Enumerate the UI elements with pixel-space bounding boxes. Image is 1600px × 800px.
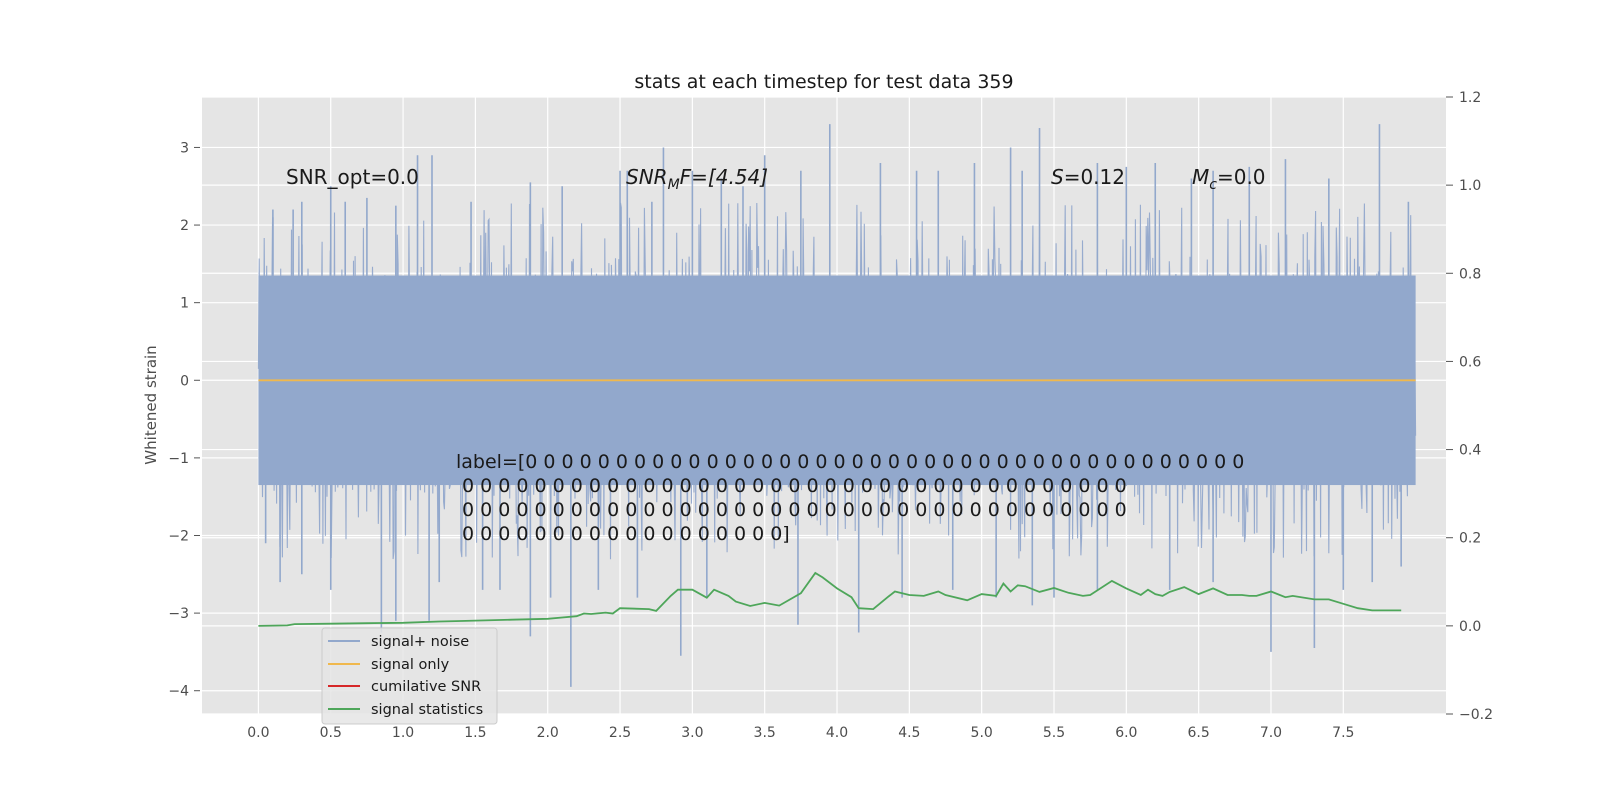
x-tick-label: 4.0 bbox=[826, 725, 848, 741]
y2-tick-label: 0.0 bbox=[1459, 619, 1481, 635]
y-tick-label: −3 bbox=[168, 606, 189, 622]
annotation-snr-mf-sub: M bbox=[668, 177, 680, 193]
x-tick-label: 2.0 bbox=[537, 725, 559, 741]
y-tick-label: 2 bbox=[180, 218, 189, 234]
x-tick-label: 1.5 bbox=[464, 725, 486, 741]
label-line-1: label=[0 0 0 0 0 0 0 0 0 0 0 0 0 0 0 0 0… bbox=[456, 451, 1244, 473]
legend: signal+ noise signal only cumilative SNR… bbox=[321, 627, 498, 725]
label-line-2: 0 0 0 0 0 0 0 0 0 0 0 0 0 0 0 0 0 0 0 0 … bbox=[456, 475, 1127, 497]
x-tick-label: 5.0 bbox=[971, 725, 993, 741]
x-tick-label: 0.0 bbox=[247, 725, 269, 741]
x-tick-label: 0.5 bbox=[320, 725, 342, 741]
y2-tick-label: 0.6 bbox=[1459, 354, 1481, 370]
axes: 0.0 0.5 1.0 1.5 2.0 2.5 3.0 3.5 4.0 4.5 5.0 5.5 6.0 6… bbox=[168, 90, 1493, 741]
annotation-snr-mf-f: F=[4.54] bbox=[680, 165, 768, 189]
x-tick-label: 1.0 bbox=[392, 725, 414, 741]
signal-statisticsline bbox=[258, 571, 1402, 627]
y-tick-label: 1 bbox=[180, 296, 189, 312]
annotation-mc-base: M bbox=[1192, 165, 1209, 189]
line-series bbox=[258, 379, 1416, 627]
annotation-s: S=0.12 bbox=[1051, 165, 1125, 189]
y2-tick-label: 1.0 bbox=[1459, 178, 1481, 194]
y2-tick-label: 1.2 bbox=[1459, 90, 1481, 106]
label-line-3: 0 0 0 0 0 0 0 0 0 0 0 0 0 0 0 0 0 0 0 0 … bbox=[456, 499, 1127, 521]
legend-label-cumulative-snr: cumilative SNR bbox=[371, 679, 481, 695]
y-tick-label: 3 bbox=[180, 140, 189, 156]
y-axis-label: Whitened strain bbox=[142, 345, 160, 464]
annotation-snr-mf-rest: F=[4.54] bbox=[680, 165, 768, 189]
x-tick-label: 5.5 bbox=[1043, 725, 1065, 741]
y-tick-label: −4 bbox=[168, 684, 189, 700]
legend-box bbox=[321, 627, 498, 725]
y-tick-label: −2 bbox=[168, 528, 189, 544]
annotation-s-value: =0.12 bbox=[1064, 165, 1125, 189]
x-tick-label: 7.5 bbox=[1332, 725, 1354, 741]
y2-tick-label: 0.4 bbox=[1459, 443, 1481, 459]
annotation-snr-mf: SNRMF=[4.54] bbox=[626, 165, 768, 193]
x-tick-label: 6.5 bbox=[1188, 725, 1210, 741]
annotation-snr-opt: SNR_opt=0.0 bbox=[286, 165, 419, 189]
annotation-mc-value: =0.0 bbox=[1217, 165, 1266, 189]
label-line-4: 0 0 0 0 0 0 0 0 0 0 0 0 0 0 0 0 0 0] bbox=[456, 523, 790, 545]
legend-label-signal-statistics: signal statistics bbox=[371, 702, 483, 718]
y2-tick-label: 0.2 bbox=[1459, 531, 1481, 547]
x-tick-label: 6.0 bbox=[1115, 725, 1137, 741]
x-tick-label: 3.0 bbox=[681, 725, 703, 741]
annotation-mc-sub: c bbox=[1209, 177, 1217, 193]
y2-tick-label: 0.8 bbox=[1459, 266, 1481, 282]
y-tick-label: −1 bbox=[168, 451, 189, 467]
annotation-mc: Mc=0.0 bbox=[1192, 165, 1266, 193]
legend-label-signal-noise: signal+ noise bbox=[371, 634, 469, 650]
y-tick-label: 0 bbox=[180, 373, 189, 389]
chart-title: stats at each timestep for test data 359 bbox=[634, 71, 1013, 93]
x-tick-label: 4.5 bbox=[898, 725, 920, 741]
x-tick-label: 7.0 bbox=[1260, 725, 1282, 741]
x-tick-label: 3.5 bbox=[754, 725, 776, 741]
x-tick-label: 2.5 bbox=[609, 725, 631, 741]
legend-label-signal-only: signal only bbox=[371, 657, 450, 673]
y2-tick-label: −0.2 bbox=[1459, 707, 1493, 723]
annotation-s-symbol: S bbox=[1051, 165, 1064, 189]
annotation-snr-mf-base: SNR bbox=[626, 165, 668, 189]
